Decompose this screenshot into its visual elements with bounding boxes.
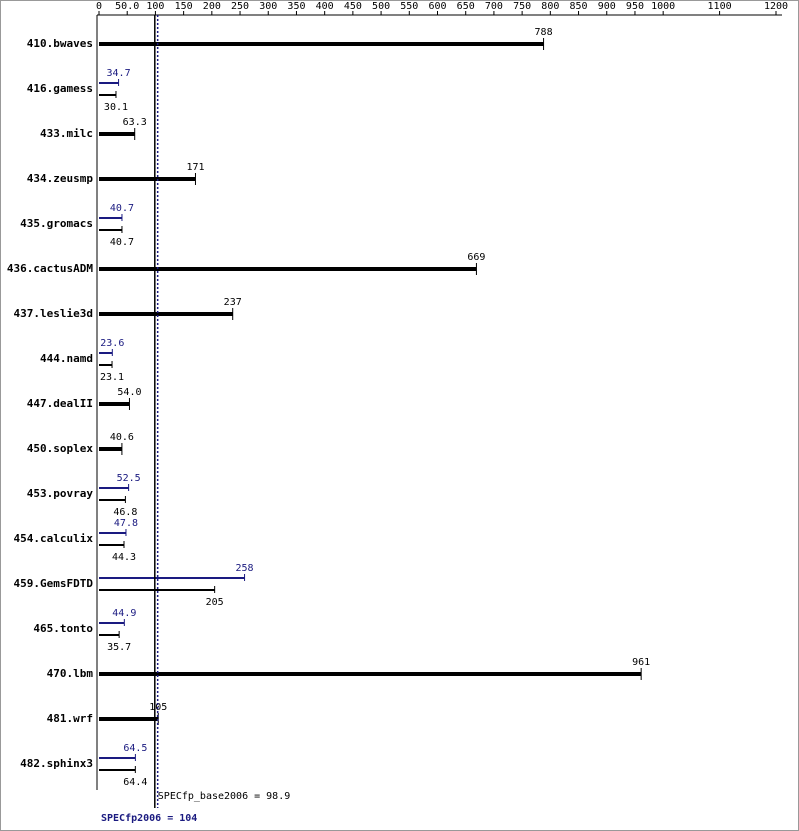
category-label: 481.wrf (47, 712, 93, 725)
bar (99, 42, 544, 46)
x-tick-label: 550 (400, 1, 418, 12)
bar (99, 717, 159, 721)
category-label: 450.soplex (27, 442, 94, 455)
category-label: 453.povray (27, 487, 94, 500)
peak-bar (99, 622, 125, 624)
value-label: 63.3 (123, 117, 147, 128)
category-label: 454.calculix (14, 532, 94, 545)
peak-value-label: 47.8 (114, 518, 138, 529)
peak-value-label: 23.6 (100, 338, 124, 349)
category-label: 482.sphinx3 (20, 757, 93, 770)
x-tick-label: 300 (259, 1, 277, 12)
peak-bar (99, 352, 113, 354)
bar (99, 312, 233, 316)
x-tick-label: 1100 (708, 1, 732, 12)
base-bar (99, 364, 113, 366)
peak-bar (99, 82, 119, 84)
peak-value-label: 44.9 (112, 608, 136, 619)
value-label: 788 (535, 27, 553, 38)
base-bar (99, 94, 116, 96)
bar (99, 267, 477, 271)
bar (99, 402, 130, 406)
x-tick-label: 0 (96, 1, 102, 12)
peak-bar (99, 532, 126, 534)
base-value-label: 44.3 (112, 552, 136, 563)
x-tick-label: 950 (626, 1, 644, 12)
x-tick-label: 200 (203, 1, 221, 12)
base-value-label: 64.4 (123, 777, 147, 788)
category-label: 416.gamess (27, 82, 93, 95)
category-label: 436.cactusADM (7, 262, 93, 275)
category-label: 444.namd (40, 352, 93, 365)
x-tick-label: 600 (428, 1, 446, 12)
value-label: 961 (632, 657, 650, 668)
x-tick-label: 900 (598, 1, 616, 12)
x-tick-label: 650 (457, 1, 475, 12)
peak-bar (99, 217, 122, 219)
peak-value-label: 52.5 (117, 473, 141, 484)
bar (99, 132, 135, 136)
x-tick-label: 250 (231, 1, 249, 12)
category-label: 447.dealII (27, 397, 93, 410)
value-label: 669 (467, 252, 485, 263)
value-label: 54.0 (117, 387, 141, 398)
category-label: 470.lbm (47, 667, 94, 680)
bar (99, 672, 642, 676)
category-label: 433.milc (40, 127, 93, 140)
reference-label: SPECfp_base2006 = 98.9 (158, 791, 290, 802)
peak-value-label: 34.7 (107, 68, 131, 79)
x-tick-label: 50.0 (115, 1, 139, 12)
category-label: 434.zeusmp (27, 172, 94, 185)
peak-bar (99, 577, 245, 579)
x-tick-label: 500 (372, 1, 390, 12)
base-value-label: 30.1 (104, 102, 128, 113)
category-label: 435.gromacs (20, 217, 93, 230)
base-value-label: 205 (206, 597, 224, 608)
x-tick-label: 800 (541, 1, 559, 12)
base-bar (99, 499, 126, 501)
peak-bar (99, 757, 136, 759)
base-value-label: 35.7 (107, 642, 131, 653)
bar (99, 177, 196, 181)
value-label: 237 (224, 297, 242, 308)
x-tick-label: 150 (175, 1, 193, 12)
x-tick-label: 1200 (764, 1, 788, 12)
peak-bar (99, 487, 129, 489)
base-bar (99, 229, 122, 231)
x-tick-label: 1000 (651, 1, 675, 12)
base-value-label: 23.1 (100, 372, 124, 383)
bar (99, 447, 122, 451)
x-tick-label: 850 (570, 1, 588, 12)
peak-value-label: 64.5 (123, 743, 147, 754)
x-tick-label: 350 (287, 1, 305, 12)
base-bar (99, 769, 136, 771)
base-bar (99, 589, 215, 591)
base-value-label: 46.8 (113, 507, 137, 518)
x-tick-label: 100 (146, 1, 164, 12)
base-bar (99, 634, 120, 636)
x-tick-label: 750 (513, 1, 531, 12)
category-label: 459.GemsFDTD (14, 577, 94, 590)
category-label: 410.bwaves (27, 37, 93, 50)
x-tick-label: 700 (485, 1, 503, 12)
base-bar (99, 544, 124, 546)
value-label: 171 (186, 162, 204, 173)
base-value-label: 40.7 (110, 237, 134, 248)
category-label: 465.tonto (33, 622, 93, 635)
x-tick-label: 450 (344, 1, 362, 12)
peak-value-label: 258 (236, 563, 254, 574)
reference-label: SPECfp2006 = 104 (101, 813, 197, 824)
peak-value-label: 40.7 (110, 203, 134, 214)
value-label: 40.6 (110, 432, 134, 443)
x-tick-label: 400 (316, 1, 334, 12)
category-label: 437.leslie3d (14, 307, 93, 320)
